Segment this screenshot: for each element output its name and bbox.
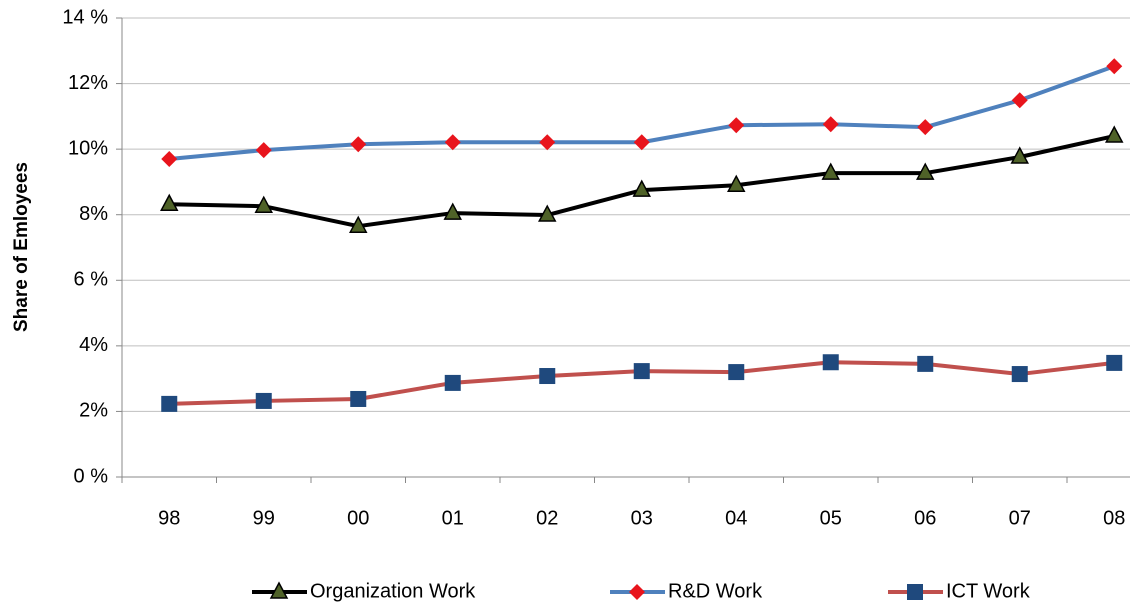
legend-marker [907, 584, 923, 600]
y-tick-label: 14 % [62, 6, 108, 28]
x-tick-label: 04 [725, 507, 747, 529]
data-point [443, 202, 462, 220]
data-point [350, 390, 367, 407]
data-point [255, 392, 272, 409]
data-point [161, 150, 178, 167]
data-point [727, 174, 746, 192]
x-tick-label: 08 [1103, 507, 1125, 529]
data-point [1105, 125, 1124, 143]
x-tick-label: 07 [1009, 507, 1031, 529]
y-tick-label: 10% [68, 137, 108, 159]
data-point [444, 374, 461, 391]
data-point [916, 162, 935, 180]
data-point [160, 193, 179, 211]
y-tick-label: 12% [68, 72, 108, 94]
x-tick-label: 01 [442, 507, 464, 529]
data-point [539, 134, 556, 151]
x-tick-label: 99 [253, 507, 275, 529]
data-point [728, 117, 745, 134]
data-point [161, 395, 178, 412]
x-tick-label: 98 [158, 507, 180, 529]
y-tick-label: 2% [79, 400, 108, 422]
data-point [1106, 58, 1123, 75]
data-point [1011, 92, 1028, 109]
legend-label: Organization Work [310, 580, 476, 602]
data-point [1011, 366, 1028, 383]
data-point [632, 179, 651, 197]
data-point [350, 136, 367, 153]
data-point [633, 363, 650, 380]
x-tick-label: 06 [914, 507, 936, 529]
legend-marker [629, 584, 645, 600]
y-tick-label: 0 % [74, 465, 109, 487]
legend-label: R&D Work [668, 580, 763, 602]
data-point [444, 134, 461, 151]
data-point [917, 355, 934, 372]
data-point [821, 162, 840, 180]
data-point [822, 354, 839, 371]
data-point [1106, 354, 1123, 371]
data-point [349, 215, 368, 233]
data-point [633, 134, 650, 151]
x-tick-label: 00 [347, 507, 369, 529]
y-tick-label: 8% [79, 203, 108, 225]
x-tick-label: 03 [631, 507, 653, 529]
data-point [538, 204, 557, 222]
y-tick-label: 4% [79, 334, 108, 356]
legend-label: ICT Work [946, 580, 1031, 602]
legend-marker [269, 581, 289, 599]
y-tick-label: 6 % [74, 269, 109, 291]
data-point [917, 119, 934, 136]
y-axis-label: Share of Emloyees [11, 162, 32, 332]
x-tick-label: 05 [820, 507, 842, 529]
data-point [822, 116, 839, 133]
data-point [254, 195, 273, 213]
data-point [1010, 146, 1029, 164]
data-point [255, 142, 272, 159]
data-point [728, 364, 745, 381]
data-point [539, 368, 556, 385]
x-tick-label: 02 [536, 507, 558, 529]
